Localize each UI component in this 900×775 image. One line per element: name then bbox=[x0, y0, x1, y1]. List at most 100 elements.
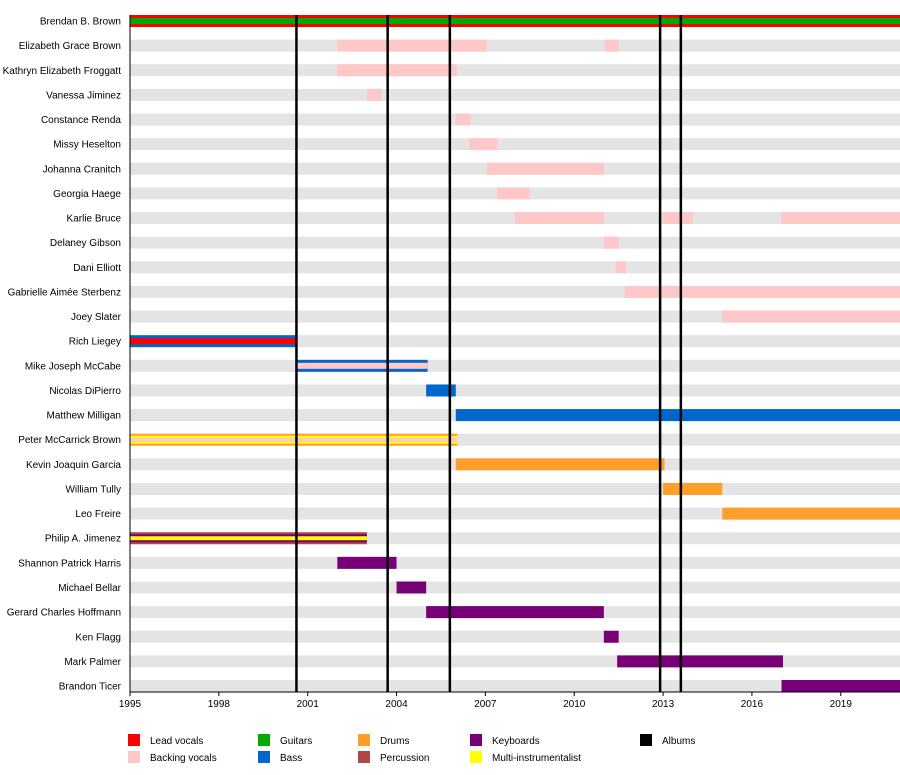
member-name: Brandon Ticer bbox=[59, 682, 122, 693]
x-tick-label: 2010 bbox=[563, 699, 586, 710]
bar-backing-vocals bbox=[497, 187, 530, 200]
row-background bbox=[130, 556, 900, 569]
member-name: Delaney Gibson bbox=[50, 238, 121, 249]
bar-backing-vocals bbox=[130, 437, 458, 442]
bar-guitars bbox=[130, 18, 900, 24]
member-name: Kathryn Elizabeth Froggatt bbox=[3, 66, 122, 77]
row-background bbox=[130, 39, 900, 52]
legend-swatch-keyboards bbox=[470, 734, 482, 746]
bar-backing-vocals bbox=[615, 261, 627, 274]
bar-backing-vocals bbox=[469, 138, 498, 151]
row-background bbox=[130, 655, 900, 668]
row-background bbox=[130, 138, 900, 151]
row-background bbox=[130, 236, 900, 249]
member-name: Rich Liegey bbox=[69, 337, 121, 348]
member-name: Dani Elliott bbox=[73, 263, 121, 274]
row-background bbox=[130, 64, 900, 77]
legend-label: Drums bbox=[380, 736, 409, 747]
member-name: Missy Heselton bbox=[53, 140, 121, 151]
member-name: Ken Flagg bbox=[75, 632, 121, 643]
bar-backing-vocals bbox=[624, 285, 900, 298]
bar-bass bbox=[455, 409, 900, 422]
x-tick-label: 2019 bbox=[830, 699, 853, 710]
legend-swatch-guitars bbox=[258, 734, 270, 746]
bar-backing-vocals bbox=[603, 236, 619, 249]
bar-backing-vocals bbox=[366, 88, 382, 101]
member-name: Leo Freire bbox=[75, 509, 121, 520]
bar-lead-vocals bbox=[130, 338, 298, 345]
member-name: Vanessa Jiminez bbox=[46, 90, 121, 101]
bar-keyboards bbox=[781, 680, 900, 693]
x-tick-label: 1995 bbox=[119, 699, 142, 710]
legend-label: Percussion bbox=[380, 753, 429, 764]
member-name: Georgia Haege bbox=[53, 189, 121, 200]
legend-label: Keyboards bbox=[492, 736, 540, 747]
row-background bbox=[130, 384, 900, 397]
legend-label: Multi-instrumentalist bbox=[492, 753, 581, 764]
row-background bbox=[130, 581, 900, 594]
bar-drums bbox=[722, 507, 900, 520]
bar-backing-vocals bbox=[722, 310, 900, 323]
member-name: Gerard Charles Hoffmann bbox=[7, 608, 121, 619]
bar-backing-vocals bbox=[337, 39, 487, 52]
legend-label: Lead vocals bbox=[150, 736, 203, 747]
member-name: Johanna Cranitch bbox=[43, 164, 121, 175]
legend-label: Guitars bbox=[280, 736, 312, 747]
row-background bbox=[130, 482, 900, 495]
row-background bbox=[130, 630, 900, 643]
bar-keyboards bbox=[426, 606, 604, 619]
x-tick-label: 2004 bbox=[385, 699, 408, 710]
x-tick-label: 1998 bbox=[208, 699, 231, 710]
bar-backing-vocals bbox=[337, 64, 457, 77]
legend-label: Backing vocals bbox=[150, 753, 217, 764]
member-name: Joey Slater bbox=[71, 312, 122, 323]
member-name: Michael Bellar bbox=[58, 583, 121, 594]
member-name: Gabrielle Aimée Sterbenz bbox=[8, 287, 121, 298]
bar-backing-vocals bbox=[663, 212, 693, 225]
x-tick-label: 2013 bbox=[652, 699, 675, 710]
row-background bbox=[130, 113, 900, 126]
row-background bbox=[130, 359, 900, 372]
bar-keyboards bbox=[396, 581, 427, 594]
member-name: Mike Joseph McCabe bbox=[25, 361, 122, 372]
legend-swatch-percussion bbox=[358, 751, 370, 763]
member-name: Matthew Milligan bbox=[47, 411, 121, 422]
legend-swatch-backing-vocals bbox=[128, 751, 140, 763]
member-name: William Tully bbox=[65, 484, 121, 495]
legend-swatch-drums bbox=[358, 734, 370, 746]
row-background bbox=[130, 335, 900, 348]
legend-label: Albums bbox=[662, 736, 695, 747]
row-background bbox=[130, 507, 900, 520]
legend-label: Bass bbox=[280, 753, 302, 764]
bar-drums bbox=[663, 482, 723, 495]
member-name: Philip A. Jimenez bbox=[45, 534, 121, 545]
legend-swatch-multi bbox=[470, 751, 482, 763]
bar-keyboards bbox=[603, 630, 619, 643]
member-name: Shannon Patrick Harris bbox=[18, 558, 121, 569]
x-tick-label: 2007 bbox=[474, 699, 497, 710]
member-name: Peter McCarrick Brown bbox=[18, 435, 121, 446]
row-background bbox=[130, 680, 900, 693]
member-name: Elizabeth Grace Brown bbox=[19, 41, 121, 52]
bar-keyboards bbox=[337, 556, 397, 569]
bar-bass bbox=[426, 384, 456, 397]
row-background bbox=[130, 261, 900, 274]
bar-backing-vocals bbox=[515, 212, 604, 225]
bar-backing-vocals bbox=[486, 162, 604, 175]
member-name: Mark Palmer bbox=[64, 657, 121, 668]
bar-drums bbox=[455, 458, 665, 471]
legend-swatch-albums bbox=[640, 734, 652, 746]
x-tick-label: 2001 bbox=[297, 699, 320, 710]
row-background bbox=[130, 310, 900, 323]
member-name: Kevin Joaquin Garcia bbox=[26, 460, 121, 471]
legend-swatch-lead-vocals bbox=[128, 734, 140, 746]
member-name: Constance Renda bbox=[41, 115, 121, 126]
bar-backing-vocals bbox=[297, 362, 428, 369]
legend-swatch-bass bbox=[258, 751, 270, 763]
row-background bbox=[130, 88, 900, 101]
x-tick-label: 2016 bbox=[741, 699, 764, 710]
member-name: Karlie Bruce bbox=[67, 214, 122, 225]
bar-keyboards bbox=[617, 655, 784, 668]
bar-multi bbox=[130, 536, 367, 541]
